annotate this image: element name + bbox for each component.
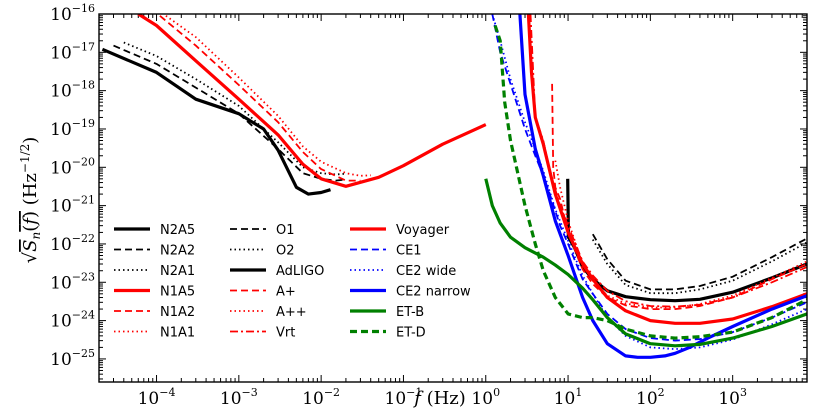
legend-label: N2A1: [160, 264, 195, 279]
series-line-vrt: [529, 14, 807, 308]
legend-label: ET-D: [396, 326, 426, 341]
x-tick-label: 102: [636, 386, 665, 409]
legend-label: Vrt: [276, 326, 295, 341]
series-line-et-d: [493, 24, 807, 340]
series-line-n1a2: [159, 15, 361, 182]
legend-label: N1A2: [160, 305, 195, 320]
y-tick-label: 10−21: [50, 194, 95, 217]
series-line-ce2-narrow: [518, 14, 807, 359]
y-tick-label: 10−20: [50, 155, 95, 178]
legend-label: N1A1: [160, 326, 195, 341]
x-tick-label: 100: [471, 386, 500, 409]
x-tick-labels: 10−4 10−3 10−2 10−1 100 101 102 103: [138, 386, 747, 409]
series-line-et-b: [484, 178, 807, 348]
legend-label: A++: [276, 305, 307, 320]
series-line-n2a5: [101, 47, 331, 196]
y-tick-label: 10−16: [50, 2, 95, 25]
x-tick-label: 10−2: [302, 386, 340, 409]
y-tick-label: 10−17: [50, 40, 95, 63]
legend-label: A+: [276, 285, 296, 300]
legend-label: ET-B: [396, 305, 424, 320]
x-axis-title: f (Hz): [412, 388, 466, 409]
series-line-n2a1: [123, 41, 346, 176]
svg-text:√Sn(f) (Hz−1/2): √Sn(f) (Hz−1/2): [18, 137, 43, 264]
legend-label: N2A5: [160, 223, 195, 238]
legend-label: N1A5: [160, 285, 195, 300]
legend-label: CE2 wide: [396, 264, 456, 279]
x-tick-label: 103: [718, 386, 747, 409]
legend-label: O2: [276, 244, 295, 259]
series-line-voyager: [526, 14, 807, 325]
legend-label: N2A2: [160, 244, 195, 259]
y-axis-title: √Sn(f) (Hz−1/2): [18, 137, 43, 264]
legend-label: O1: [276, 223, 295, 238]
x-tick-label: 10−4: [138, 386, 176, 409]
legend-label: CE2 narrow: [396, 285, 471, 300]
series-line-n1a5: [137, 14, 487, 188]
legend-label: Voyager: [396, 223, 450, 238]
y-tick-label: 10−19: [50, 117, 95, 140]
y-tick-label: 10−22: [50, 232, 95, 255]
series-layer: [101, 14, 807, 359]
series-line-ce1: [491, 14, 807, 342]
y-tick-label: 10−18: [50, 79, 95, 102]
series-line-n1a1: [165, 15, 371, 177]
legend-label: CE1: [396, 244, 422, 259]
x-tick-label: 10−3: [220, 386, 258, 409]
series-line-n2a2: [113, 44, 346, 182]
y-tick-label: 10−23: [50, 270, 95, 293]
series-line-a-: [554, 160, 807, 309]
legend-label: AdLIGO: [276, 264, 324, 279]
plot-frame: [98, 13, 808, 383]
x-tick-label: 10−1: [385, 386, 423, 409]
series-line-o1: [592, 233, 807, 291]
y-tick-labels: 10−16 10−17 10−18 10−19 10−20 10−21 10−22 10−23…: [50, 2, 95, 370]
y-tick-label: 10−25: [50, 347, 95, 370]
x-tick-label: 101: [554, 386, 583, 409]
y-tick-label: 10−24: [50, 309, 95, 332]
legend: N2A5 N2A2 N2A1 N1A5 N1A2 N1A1 O1 O2 AdLIGO A+ A++ V…: [114, 223, 471, 341]
